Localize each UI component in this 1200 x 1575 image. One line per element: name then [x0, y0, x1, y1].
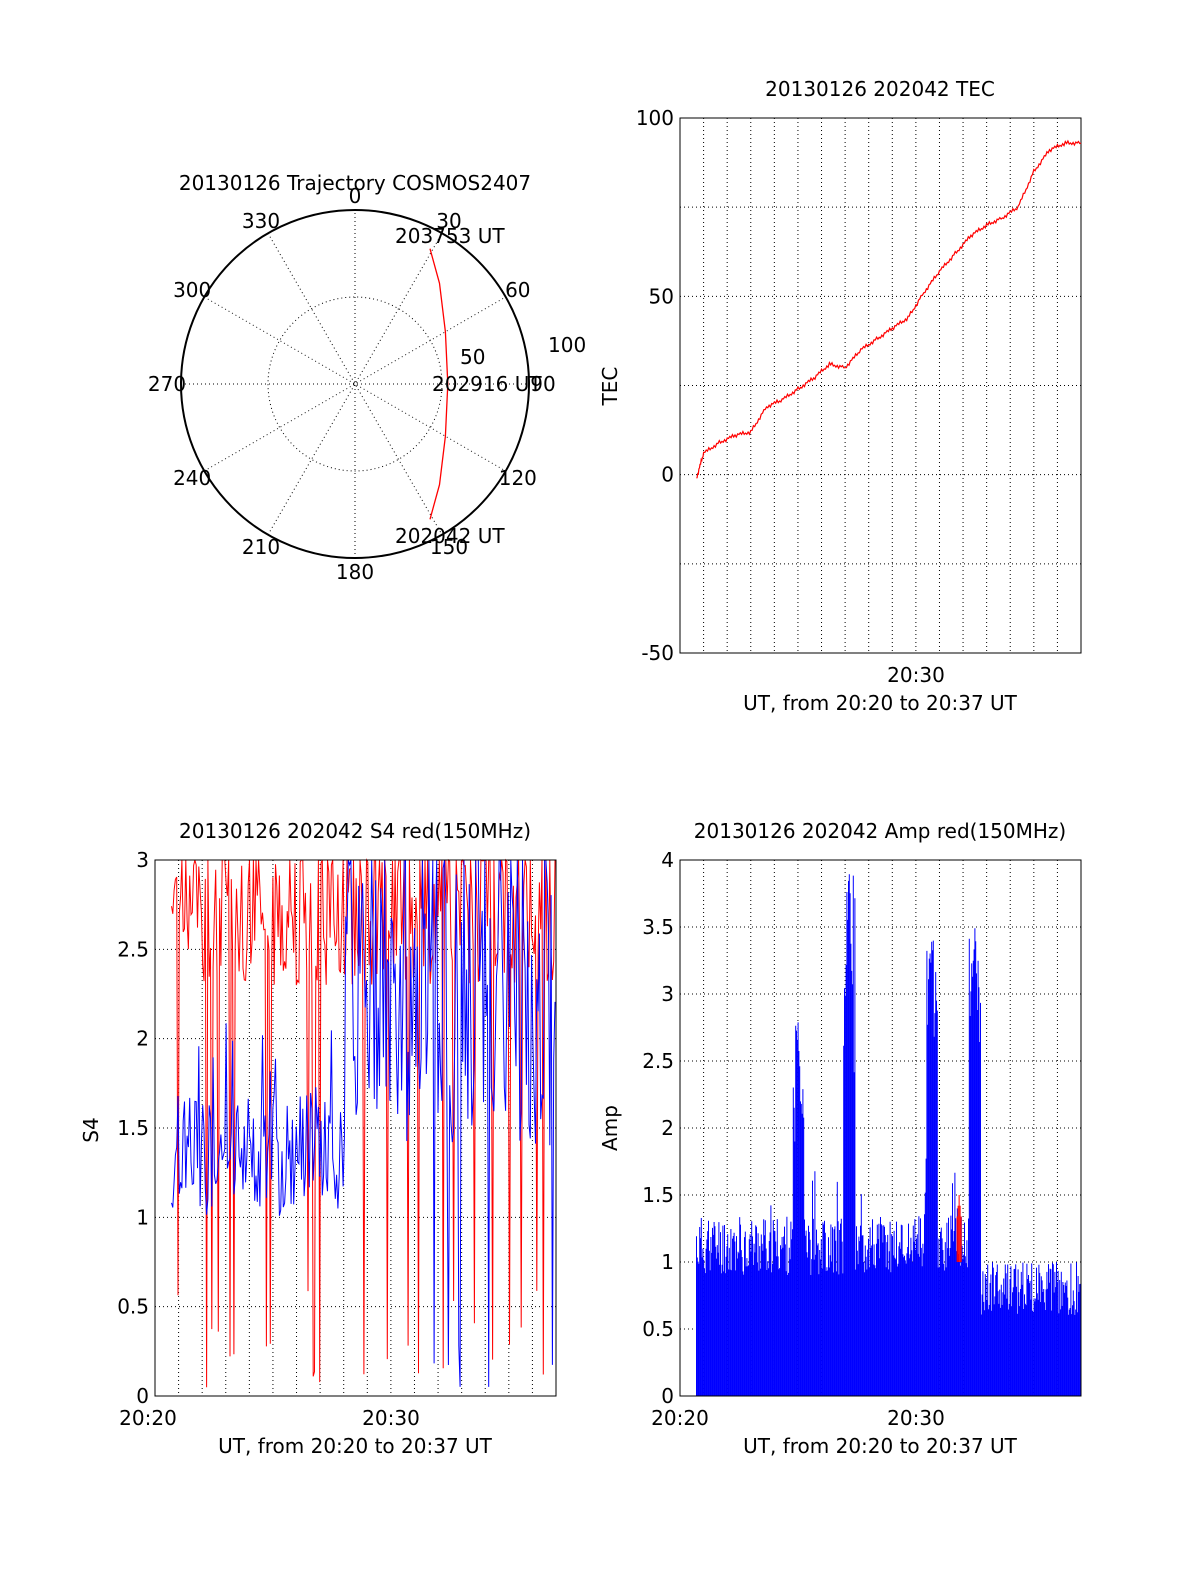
polar-azimuth-label: 60: [505, 278, 530, 302]
s4-x-tick-2030: 20:30: [362, 1406, 420, 1430]
trajectory-line: [429, 248, 449, 520]
amp-title: 20130126 202042 Amp red(150MHz): [694, 819, 1066, 843]
polar-azimuth-label: 0: [349, 184, 362, 208]
amp-y-axis-label: Amp: [598, 1105, 622, 1151]
tec-x-axis-label: UT, from 20:20 to 20:37 UT: [743, 691, 1018, 715]
y-tick-label: 1.5: [117, 1116, 149, 1140]
s4-y-axis-label: S4: [79, 1117, 103, 1142]
amp-grid: [680, 860, 1081, 1396]
y-tick-label: 0.5: [117, 1295, 149, 1319]
polar-azimuth-label: 150: [430, 535, 468, 559]
y-tick-label: 2: [661, 1116, 674, 1140]
polar-azimuth-label: 300: [173, 278, 211, 302]
trajectory-start-label: 202042 UT: [395, 524, 505, 548]
tec-y-tick-labels: -50 0 50 100: [636, 106, 674, 665]
amp-plot-frame: [679, 859, 1082, 1397]
y-tick-label: 0: [661, 1384, 674, 1408]
y-tick-label: 2.5: [117, 937, 149, 961]
s4-title: 20130126 202042 S4 red(150MHz): [179, 819, 531, 843]
tec-title: 20130126 202042 TEC: [765, 77, 995, 101]
y-tick-label: 1: [136, 1205, 149, 1229]
polar-azimuth-label: 210: [242, 535, 280, 559]
polar-azimuth-label: 330: [242, 209, 280, 233]
y-tick-label: 2.5: [642, 1049, 674, 1073]
radius-label-100: 100: [548, 333, 586, 357]
tec-y-axis-label: TEC: [598, 367, 622, 407]
tec-chart: 20130126 202042 TEC -50 0 50 100 20:30 UT, …: [598, 77, 1082, 715]
y-tick-label: 0: [661, 463, 674, 487]
s4-x-axis-label: UT, from 20:20 to 20:37 UT: [218, 1434, 493, 1458]
y-tick-label: 3: [136, 848, 149, 872]
polar-azimuth-label: 30: [436, 209, 461, 233]
polar-azimuth-label: 90: [530, 372, 555, 396]
y-tick-label: 1.5: [642, 1183, 674, 1207]
polar-azimuth-label: 240: [173, 466, 211, 490]
polar-title: 20130126 Trajectory COSMOS2407: [179, 171, 531, 195]
polar-azimuth-label: 180: [336, 560, 374, 584]
y-tick-label: 4: [661, 848, 674, 872]
amp-chart: 20130126 202042 Amp red(150MHz) 0 0.5 1 1.5…: [598, 819, 1082, 1458]
y-tick-label: 0.5: [642, 1317, 674, 1341]
amp-x-tick-2030: 20:30: [887, 1406, 945, 1430]
y-tick-label: 100: [636, 106, 674, 130]
amp-y-tick-labels: 0 0.5 1 1.5 2 2.5 3 3.5 4: [642, 848, 674, 1408]
y-tick-label: 3.5: [642, 915, 674, 939]
s4-plot-frame: [154, 859, 557, 1397]
s4-blue-series: [171, 859, 556, 1387]
trajectory-mid-label: 202916 UT: [432, 372, 542, 396]
polar-azimuth-label: 270: [148, 372, 186, 396]
polar-azimuth-label: 120: [499, 466, 537, 490]
y-tick-label: 1: [661, 1250, 674, 1274]
polar-inner-ring: [267, 296, 443, 472]
radius-label-50: 50: [460, 345, 485, 369]
s4-x-tick-2020: 20:20: [119, 1406, 177, 1430]
amp-bars: [696, 874, 1081, 1396]
polar-grid: [180, 209, 530, 559]
y-tick-label: -50: [641, 641, 674, 665]
s4-red-series: [171, 858, 556, 1388]
y-tick-label: 3: [661, 982, 674, 1006]
s4-y-tick-labels: 0 0.5 1 1.5 2 2.5 3: [117, 848, 149, 1408]
polar-trajectory-chart: 20130126 Trajectory COSMOS2407 0 30 60 90 12…: [148, 171, 586, 584]
tec-series-line: [696, 139, 1082, 479]
tec-grid: [680, 118, 1081, 653]
y-tick-label: 50: [649, 284, 674, 308]
trajectory-end-label: 203753 UT: [395, 224, 505, 248]
y-tick-label: 0: [136, 1384, 149, 1408]
amp-x-axis-label: UT, from 20:20 to 20:37 UT: [743, 1434, 1018, 1458]
tec-x-tick-2030: 20:30: [887, 663, 945, 687]
s4-chart: 20130126 202042 S4 red(150MHz) 0 0.5 1 1.5 2…: [79, 819, 557, 1458]
y-tick-label: 2: [136, 1027, 149, 1051]
amp-x-tick-2020: 20:20: [651, 1406, 709, 1430]
polar-azimuth-labels: 0 30 60 90 120 150 180 210 240 270 300 330: [148, 184, 556, 584]
